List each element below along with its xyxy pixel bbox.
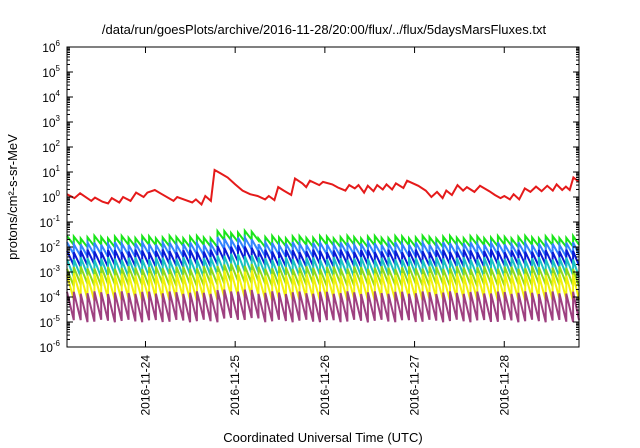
x-axis-label: Coordinated Universal Time (UTC) (223, 430, 422, 445)
y-tick-label: 104 (42, 89, 60, 105)
series-line-5 (66, 253, 580, 278)
x-tick-label: 2016-11-25 (228, 355, 242, 416)
series-layer (66, 168, 580, 323)
series-line-8 (66, 289, 580, 323)
y-tick-label: 10-4 (40, 289, 61, 305)
y-tick-label: 105 (42, 64, 60, 80)
series-line-2 (66, 227, 580, 251)
y-axis: 106 105 104 103 102 101 100 10-1 10-2 10-3 10-4 10-… (40, 39, 579, 355)
y-tick-label: 10-5 (40, 314, 61, 330)
plot-area (66, 46, 580, 348)
x-tick-label: 2016-11-26 (318, 355, 332, 416)
series-line-3 (66, 233, 580, 261)
series-line-4 (66, 244, 580, 268)
y-tick-label: 10-1 (40, 214, 61, 230)
y-axis-label: protons/cm²-s-sr-MeV (5, 134, 20, 260)
x-axis: 2016-11-24 2016-11-25 2016-11-26 2016-11-27… (139, 47, 511, 416)
y-tick-label: 102 (42, 139, 60, 155)
y-tick-label: 10-6 (40, 339, 61, 355)
y-tick-label: 106 (42, 39, 60, 55)
series-line-6 (66, 263, 580, 287)
y-tick-label: 100 (42, 189, 60, 205)
series-line-7 (66, 270, 580, 302)
y-tick-label: 103 (42, 114, 60, 130)
y-tick-label: 10-3 (40, 264, 61, 280)
y-tick-label: 101 (42, 164, 60, 180)
x-tick-label: 2016-11-28 (497, 355, 511, 416)
chart-title: /data/run/goesPlots/archive/2016-11-28/2… (102, 22, 547, 37)
y-tick-label: 10-2 (40, 239, 61, 255)
x-tick-label: 2016-11-27 (408, 355, 422, 416)
x-tick-label: 2016-11-24 (139, 355, 153, 416)
series-line-1 (66, 168, 580, 207)
